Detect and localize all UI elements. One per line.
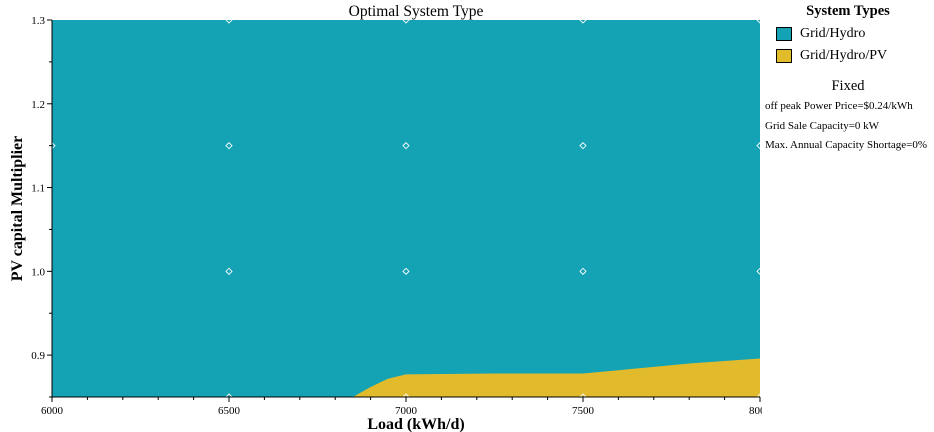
region-grid-hydro-pv [352, 358, 760, 397]
sample-point-marker [756, 16, 762, 24]
chart: 6000 6500 7000 7500 8000 0.9 1.0 1.1 1.2 1.3 Opt… [9, 3, 762, 432]
x-tick-label: 6000 [41, 405, 64, 417]
x-tick-label: 8000 [749, 405, 762, 417]
region-grid-hydro [52, 20, 760, 397]
sample-point-marker [225, 142, 233, 150]
legend-item-grid-hydro-pv: Grid/Hydro/PV [776, 47, 887, 65]
sample-point-marker [756, 267, 762, 275]
legend-title: System Types [806, 3, 890, 19]
fixed-item-grid-sale-capacity: Grid Sale Capacity=0 kW [765, 120, 880, 132]
legend-swatch-grid-hydro [776, 27, 792, 41]
y-axis-label: PV capital Multiplier [9, 136, 26, 281]
sample-point-marker [225, 16, 233, 24]
legend-swatch-grid-hydro-pv [776, 49, 792, 63]
sample-point-marker [756, 142, 762, 150]
x-tick-label: 7500 [572, 405, 595, 417]
x-tick-label: 6500 [218, 405, 241, 417]
legend-label-grid-hydro-pv: Grid/Hydro/PV [800, 48, 888, 63]
sample-point-marker [402, 267, 410, 275]
sample-point-marker [402, 142, 410, 150]
y-tick-label: 0.9 [31, 350, 45, 362]
legend: System Types Grid/Hydro Grid/Hydro/PV Fi… [762, 0, 934, 432]
fixed-title: Fixed [831, 78, 865, 94]
sample-point-marker [579, 16, 587, 24]
sample-point-marker [579, 142, 587, 150]
y-tick-label: 1.1 [31, 183, 45, 195]
x-tick-label: 7000 [395, 405, 418, 417]
y-tick-label: 1.2 [31, 99, 45, 111]
sample-point-marker [579, 267, 587, 275]
fixed-item-power-price: off peak Power Price=$0.24/kWh [765, 100, 913, 112]
fixed-item-capacity-shortage: Max. Annual Capacity Shortage=0% [765, 139, 928, 151]
sample-point-marker [225, 267, 233, 275]
sample-point-marker [402, 16, 410, 24]
legend-item-grid-hydro: Grid/Hydro [776, 25, 865, 43]
legend-label-grid-hydro: Grid/Hydro [800, 26, 866, 41]
x-axis-label: Load (kWh/d) [367, 416, 464, 432]
y-tick-label: 1.3 [31, 15, 45, 27]
chart-title: Optimal System Type [349, 3, 484, 20]
y-tick-label: 1.0 [31, 266, 45, 278]
